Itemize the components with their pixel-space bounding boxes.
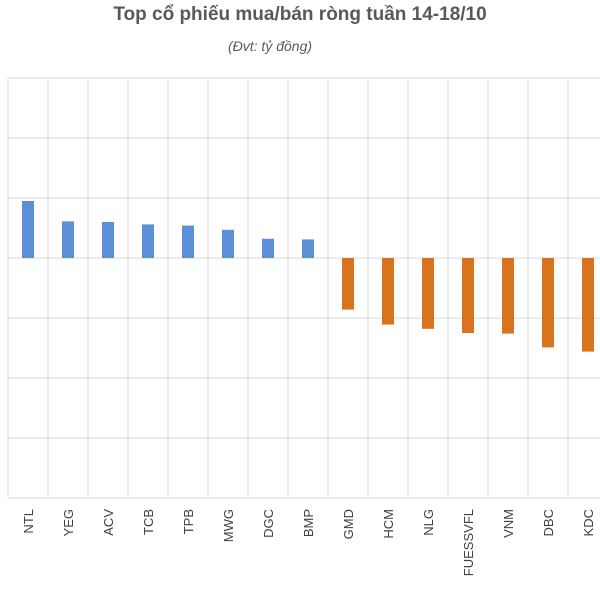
bar-dgc — [262, 238, 274, 258]
gridlines — [7, 77, 600, 499]
bar-ntl — [22, 201, 34, 258]
x-tick-label-kdc: KDC — [581, 509, 596, 536]
x-tick-label-fuessvfl: FUESSVFL — [461, 509, 476, 576]
x-tick-label-nlg: NLG — [421, 509, 436, 536]
x-tick-label-dbc: DBC — [541, 509, 556, 536]
bar-acv — [102, 222, 114, 258]
bar-tpb — [182, 225, 194, 258]
x-tick-label-bmp: BMP — [301, 509, 316, 537]
x-tick-label-gmd: GMD — [341, 509, 356, 539]
bar-tcb — [142, 224, 154, 258]
bar-fuessvfl — [462, 258, 474, 333]
x-tick-label-hcm: HCM — [381, 509, 396, 539]
x-tick-label-mwg: MWG — [221, 509, 236, 542]
bar-gmd — [342, 258, 354, 310]
bar-vnm — [502, 258, 514, 334]
bars — [22, 201, 594, 352]
x-tick-label-vnm: VNM — [501, 509, 516, 538]
x-tick-label-dgc: DGC — [261, 509, 276, 538]
bar-kdc — [582, 258, 594, 352]
bar-yeg — [62, 221, 74, 258]
x-axis-labels: NTL YEG ACV TCB TPB MWG DGC BMP GMD HCM NLG FUESSVF… — [21, 509, 596, 577]
bar-mwg — [222, 229, 234, 258]
x-tick-label-acv: ACV — [101, 509, 116, 536]
x-tick-label-ntl: NTL — [21, 509, 36, 534]
bar-nlg — [422, 258, 434, 329]
bar-hcm — [382, 258, 394, 325]
bar-bmp — [302, 239, 314, 258]
bar-dbc — [542, 258, 554, 348]
x-tick-label-tpb: TPB — [181, 509, 196, 534]
x-tick-label-tcb: TCB — [141, 509, 156, 535]
chart-title: Top cổ phiếu mua/bán ròng tuần 14-18/10 — [113, 4, 487, 25]
chart-subtitle: (Đvt: tỷ đồng) — [227, 38, 313, 54]
x-tick-label-yeg: YEG — [61, 509, 76, 536]
